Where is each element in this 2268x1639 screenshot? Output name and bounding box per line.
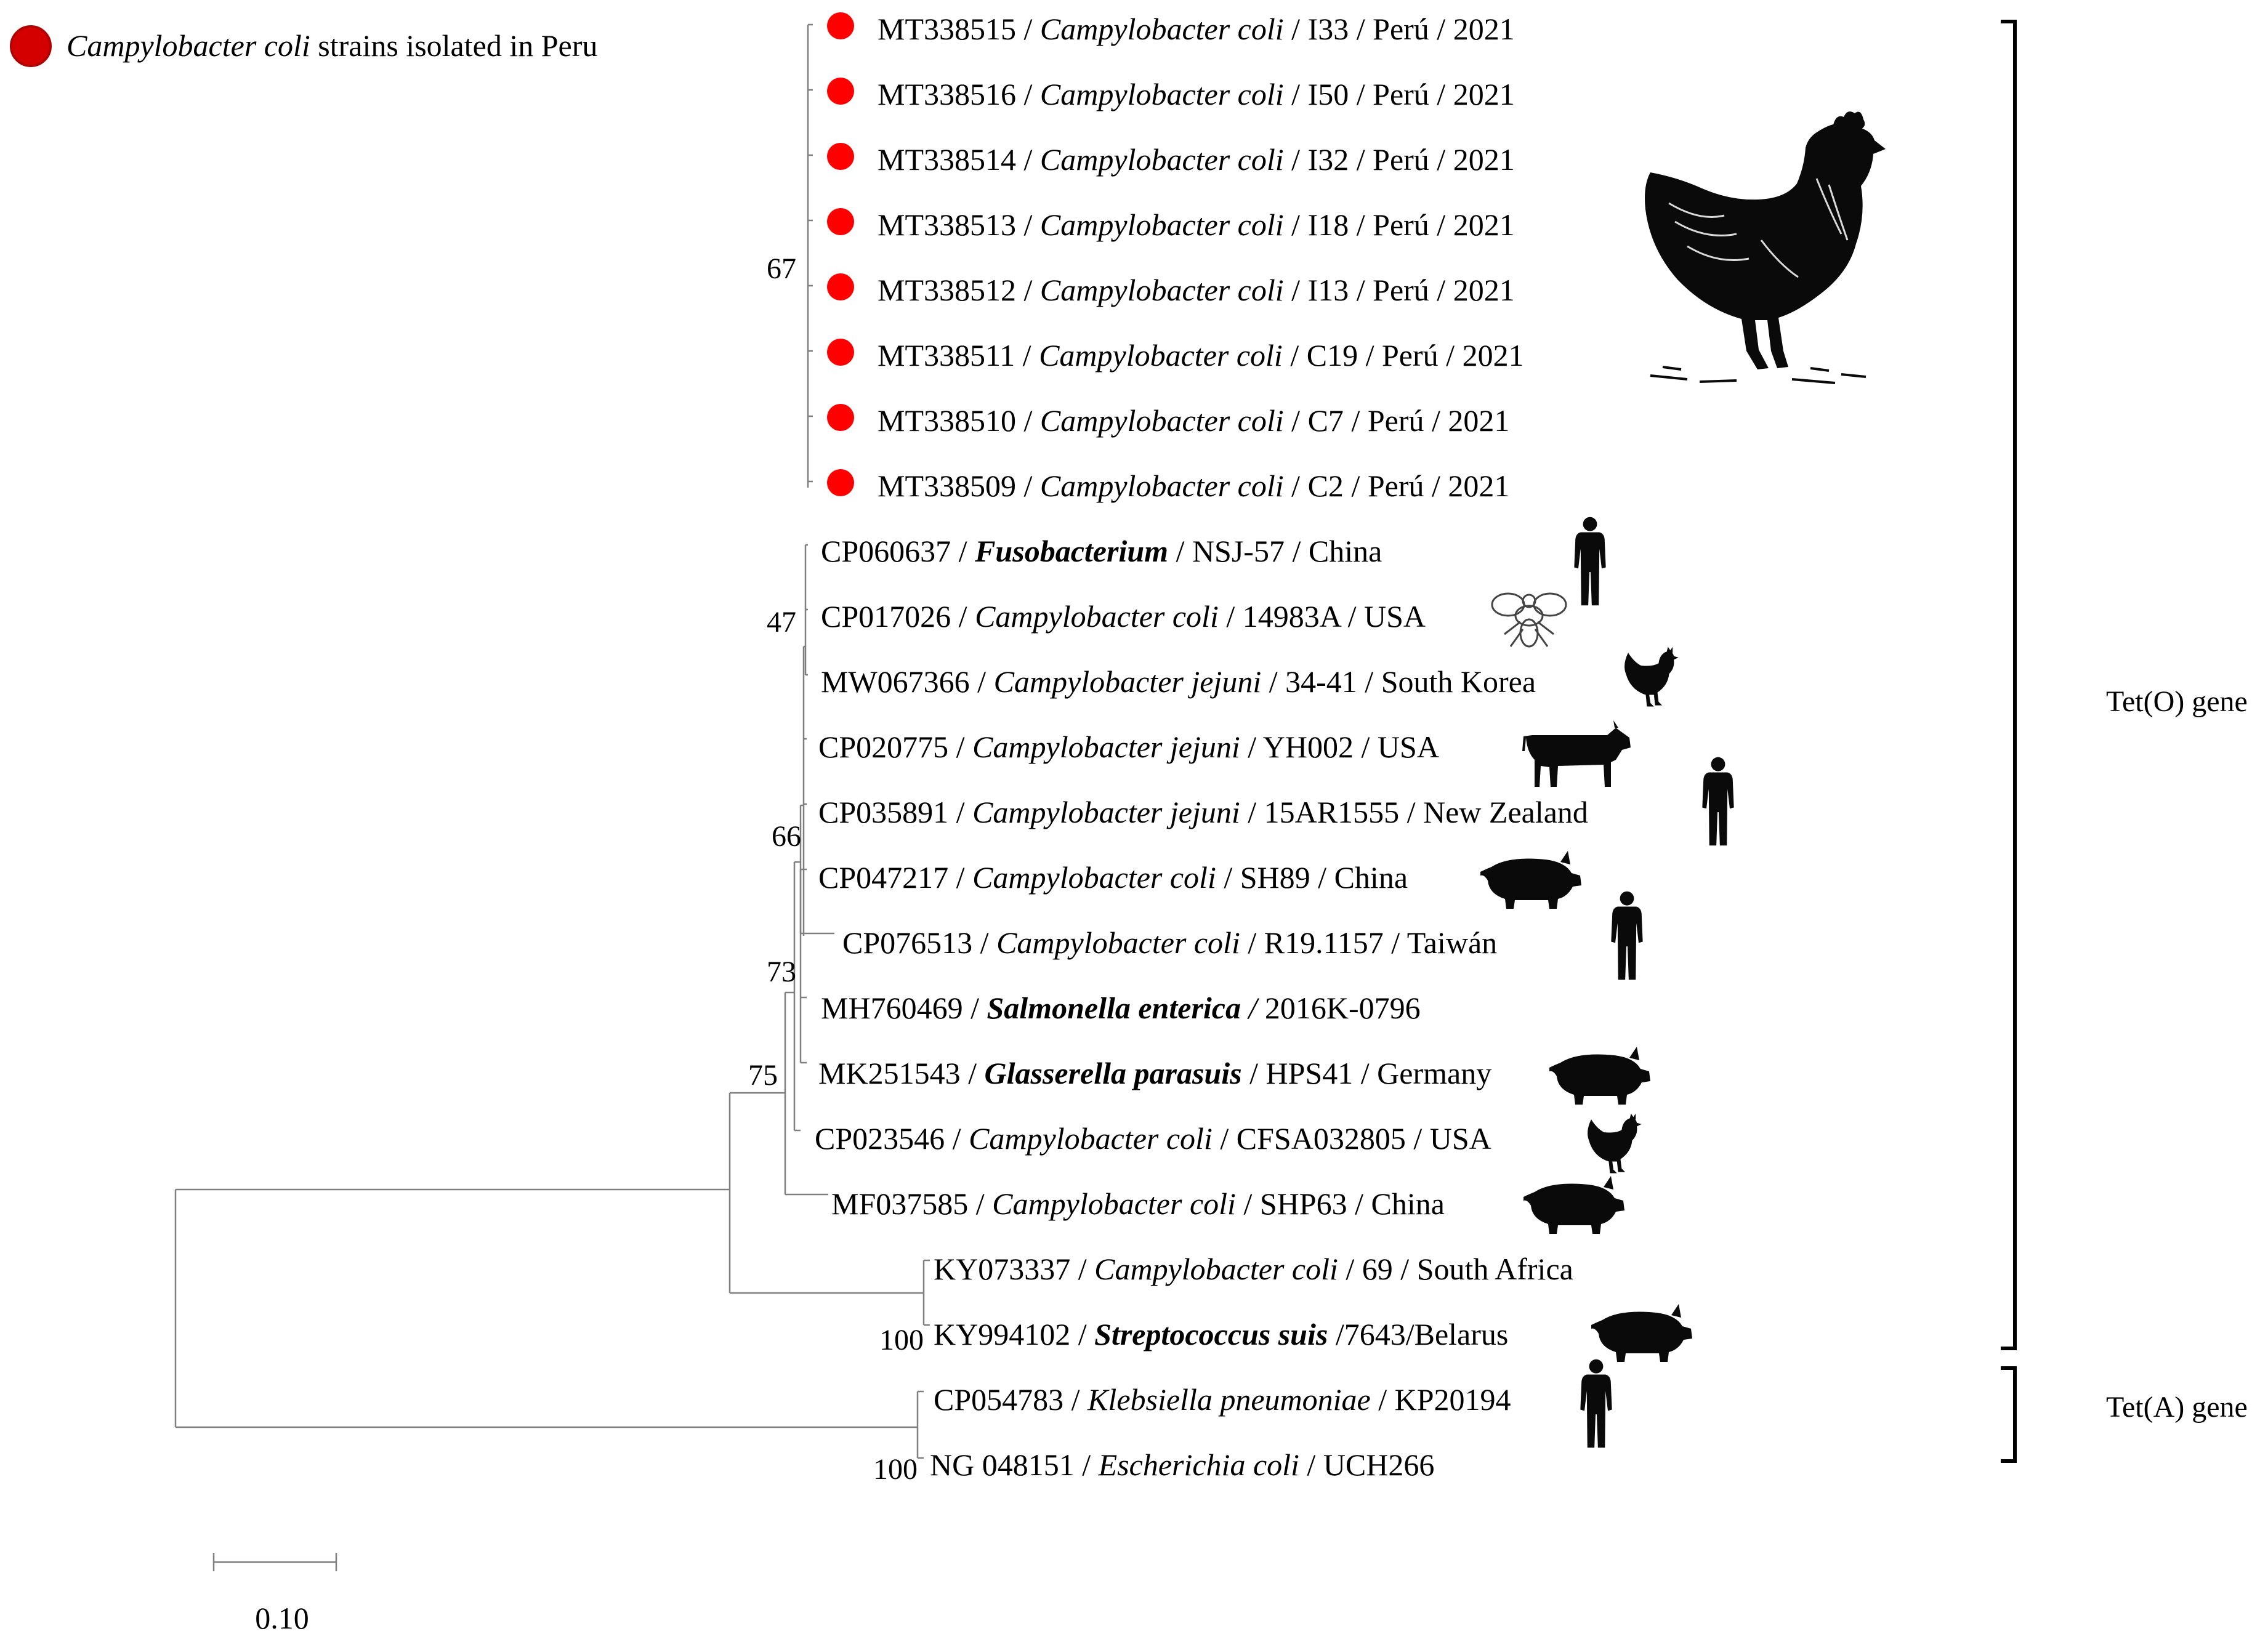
- tet-o-label: Tet(O) gene: [2106, 685, 2248, 718]
- taxon-label: MK251543 / Glasserella parasuis / HPS41 …: [818, 1056, 1491, 1090]
- tet-a-bracket: [2001, 1366, 2017, 1463]
- taxon-label: MT338509 / Campylobacter coli / C2 / Per…: [878, 469, 1509, 503]
- bootstrap-value: 100: [873, 1453, 918, 1486]
- bootstrap-value: 66: [772, 820, 801, 853]
- taxon-label: CP047217 / Campylobacter coli / SH89 / C…: [818, 860, 1408, 895]
- peru-marker-icon: [827, 143, 854, 170]
- pig-icon: [1480, 851, 1581, 909]
- human-icon: [1702, 757, 1734, 846]
- legend-label: Campylobacter coli strains isolated in P…: [67, 28, 597, 63]
- taxon-label: CP017026 / Campylobacter coli / 14983A /…: [821, 599, 1426, 634]
- peru-markers: [827, 12, 854, 496]
- bootstrap-value: 47: [767, 606, 796, 638]
- taxon-label: CP054783 / Klebsiella pneumoniae / KP201…: [934, 1382, 1511, 1417]
- peru-marker-icon: [827, 208, 854, 235]
- tet-o-bracket: [2001, 20, 2017, 1350]
- pig-icon: [1523, 1176, 1624, 1234]
- taxon-label: KY073337 / Campylobacter coli / 69 / Sou…: [934, 1252, 1573, 1286]
- pig-icon: [1549, 1047, 1650, 1105]
- peru-marker-icon: [827, 273, 854, 300]
- peru-marker-icon: [827, 12, 854, 39]
- bootstrap-value: 75: [748, 1059, 778, 1092]
- taxon-label: MH760469 / Salmonella enterica / 2016K-0…: [821, 991, 1421, 1025]
- chicken-icon: [1645, 111, 1886, 384]
- peru-marker-icon: [827, 339, 854, 366]
- taxon-label: NG 048151 / Escherichia coli / UCH266: [930, 1448, 1434, 1482]
- human-icon: [1611, 891, 1643, 980]
- scale-bar: 0.10: [212, 1553, 337, 1635]
- taxon-label: CP023546 / Campylobacter coli / CFSA0328…: [815, 1121, 1491, 1156]
- taxon-label: MT338512 / Campylobacter coli / I13 / Pe…: [878, 273, 1515, 307]
- fly-icon: [1491, 592, 1567, 648]
- peru-marker-icon: [827, 404, 854, 431]
- taxon-label: MT338515 / Campylobacter coli / I33 / Pe…: [878, 12, 1515, 46]
- bootstrap-values: 67 47 66 73 75 100 100: [748, 252, 924, 1486]
- taxon-label: KY994102 / Streptococcus suis /7643/Bela…: [934, 1317, 1508, 1351]
- taxon-label: MT338514 / Campylobacter coli / I32 / Pe…: [878, 142, 1515, 177]
- legend-marker-icon: [10, 25, 52, 67]
- host-icons: [1480, 111, 1886, 1448]
- taxon-label: CP076513 / Campylobacter coli / R19.1157…: [842, 925, 1497, 960]
- tet-a-label: Tet(A) gene: [2106, 1391, 2248, 1424]
- peru-marker-icon: [827, 469, 854, 496]
- bootstrap-value: 73: [767, 956, 796, 988]
- chicken-icon: [1624, 646, 1679, 707]
- taxon-label: MT338516 / Campylobacter coli / I50 / Pe…: [878, 77, 1515, 111]
- peru-marker-icon: [827, 78, 854, 105]
- tree-branches: [174, 23, 930, 1459]
- bootstrap-value: 67: [767, 252, 796, 285]
- taxon-label: MW067366 / Campylobacter jejuni / 34-41 …: [821, 664, 1536, 699]
- pig-icon: [1591, 1304, 1692, 1362]
- chicken-icon: [1588, 1113, 1642, 1174]
- taxon-label: CP060637 / Fusobacterium / NSJ-57 / Chin…: [821, 534, 1382, 568]
- bootstrap-value: 100: [879, 1324, 924, 1356]
- human-icon: [1580, 1359, 1612, 1448]
- taxon-label: MT338513 / Campylobacter coli / I18 / Pe…: [878, 207, 1515, 242]
- cow-icon: [1522, 720, 1631, 787]
- taxon-labels: MT338515 / Campylobacter coli / I33 / Pe…: [815, 12, 1588, 1482]
- gene-brackets: Tet(O) gene Tet(A) gene: [2001, 20, 2248, 1463]
- scale-bar-label: 0.10: [255, 1601, 309, 1635]
- taxon-label: MF037585 / Campylobacter coli / SHP63 / …: [831, 1186, 1445, 1221]
- legend: Campylobacter coli strains isolated in P…: [10, 25, 597, 67]
- taxon-label: MT338511 / Campylobacter coli / C19 / Pe…: [878, 338, 1524, 372]
- taxon-label: MT338510 / Campylobacter coli / C7 / Per…: [878, 403, 1509, 438]
- taxon-label: CP020775 / Campylobacter jejuni / YH002 …: [818, 730, 1439, 764]
- taxon-label: CP035891 / Campylobacter jejuni / 15AR15…: [818, 795, 1588, 829]
- human-icon: [1574, 517, 1606, 606]
